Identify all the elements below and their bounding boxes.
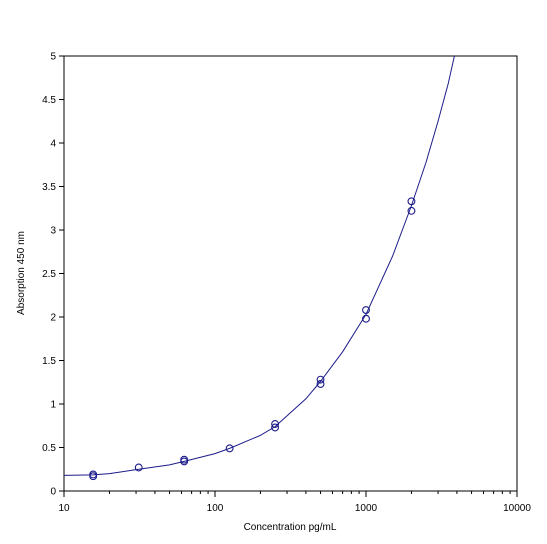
data-point (180, 455, 189, 464)
x-axis-ticks: 10 100 1000 10000 (58, 491, 531, 514)
data-point (316, 380, 325, 388)
y-tick-label: 5 (50, 52, 56, 63)
data-point (316, 375, 325, 384)
fit-curve (63, 55, 455, 476)
data-point (89, 470, 98, 479)
data-point (271, 423, 280, 432)
data-point (271, 420, 280, 428)
data-points (89, 197, 416, 481)
data-point (362, 306, 370, 314)
x-tick-label: 10 (58, 503, 70, 514)
y-tick-label: 2 (50, 313, 56, 324)
plot-frame (63, 55, 518, 492)
y-tick-label: 1 (50, 400, 56, 411)
x-tick-label: 1000 (355, 503, 378, 514)
data-point (407, 197, 416, 206)
y-tick-label: 3 (50, 226, 56, 237)
data-point (407, 206, 416, 215)
data-point (134, 463, 143, 472)
x-tick-label: 10000 (503, 503, 531, 514)
x-axis-title: Concentration pg/mL (244, 522, 337, 533)
y-tick-label: 3.5 (42, 182, 56, 193)
x-tick-label: 100 (207, 503, 224, 514)
y-tick-label: 1.5 (42, 356, 56, 367)
data-point (362, 314, 370, 323)
y-axis-title: Absorption 450 nm (16, 231, 27, 315)
axes (63, 55, 518, 492)
data-point (225, 444, 234, 453)
fit-curve-layer (63, 55, 455, 476)
y-tick-label: 0.5 (42, 443, 56, 454)
y-tick-label: 4 (50, 139, 56, 150)
y-axis-ticks: 0 0.5 1 1.5 2 2.5 3 3.5 4 4.5 5 (42, 52, 64, 498)
y-tick-label: 2.5 (42, 269, 56, 280)
y-tick-label: 4.5 (42, 95, 56, 106)
y-tick-label: 0 (50, 487, 56, 498)
